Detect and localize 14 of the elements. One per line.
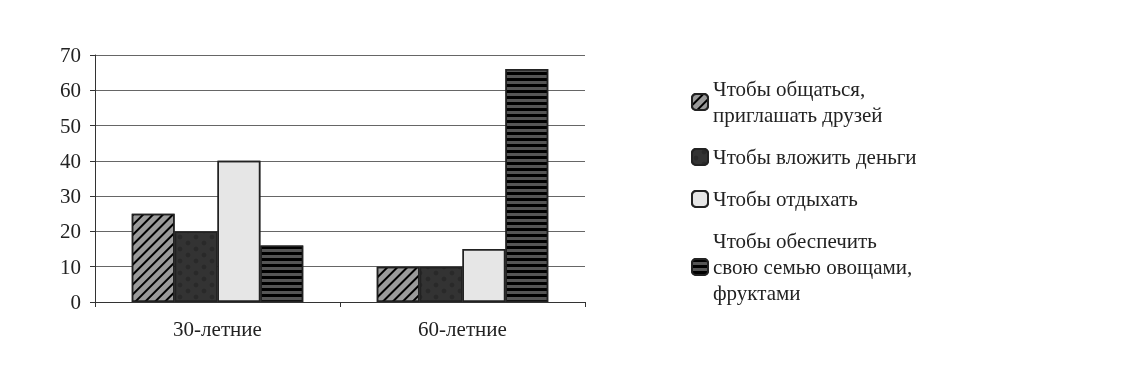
x-tick-label: 30-летние (173, 316, 262, 341)
legend-label: Чтобы отдыхать (713, 187, 858, 211)
x-tick-label: 60-летние (418, 316, 507, 341)
y-tick-label: 50 (60, 113, 81, 138)
y-tick-label: 70 (60, 43, 81, 67)
y-tick-label: 30 (60, 184, 81, 209)
y-tick-label: 0 (70, 290, 81, 314)
legend-label: Чтобы обеспечить свою семью овощами, фруктами (713, 229, 918, 305)
y-tick-label: 40 (60, 148, 81, 173)
legend-label: Чтобы вложить деньги (713, 145, 917, 169)
y-tick-label: 10 (60, 254, 81, 279)
legend-label: Чтобы общаться, приглашать друзей (713, 77, 883, 127)
y-tick-label: 20 (60, 219, 81, 244)
y-tick-label: 60 (60, 78, 81, 103)
